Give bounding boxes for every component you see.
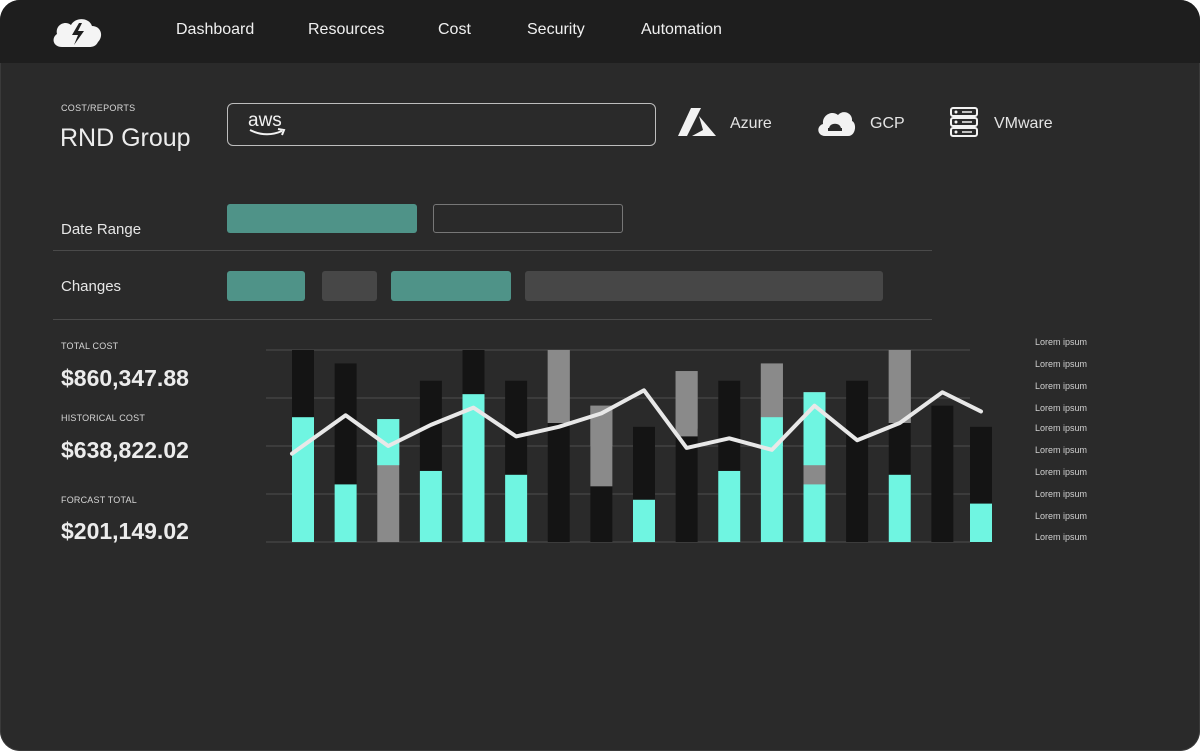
nav-resources[interactable]: Resources [308, 21, 385, 38]
changes-filter-chip[interactable] [322, 271, 377, 301]
chart-bar [675, 371, 698, 437]
legend-item: Lorem ipsum [1035, 337, 1088, 347]
chart-bar [462, 394, 485, 542]
chart-bar [846, 380, 869, 542]
chart-bar [803, 484, 826, 542]
date-range-end-field[interactable] [433, 204, 623, 233]
chart-bar [888, 350, 911, 542]
legend-item: Lorem ipsum [1035, 403, 1088, 413]
breadcrumb[interactable]: COST/REPORTS [61, 103, 136, 113]
azure-icon [678, 108, 716, 136]
chart-bar [760, 363, 783, 446]
chart-bar [590, 405, 613, 446]
nav-dashboard[interactable]: Dashboard [176, 21, 255, 38]
chart-bar [547, 350, 570, 423]
chart-bar [292, 417, 314, 542]
chart-bar [760, 417, 783, 542]
divider [53, 319, 932, 320]
legend-item: Lorem ipsum [1035, 489, 1088, 499]
changes-label: Changes [61, 278, 122, 295]
chart-bar [803, 392, 826, 466]
legend-item: Lorem ipsum [1035, 359, 1088, 369]
chart-bar [590, 405, 613, 542]
nav-security[interactable]: Security [527, 21, 585, 38]
chart-bar [675, 371, 698, 429]
chart-bar [547, 350, 570, 542]
chart-bar [377, 419, 400, 542]
aws-logo-text: aws [248, 110, 282, 131]
chart-bar [292, 350, 314, 542]
chart-bar [334, 484, 357, 542]
legend-item: Lorem ipsum [1035, 511, 1088, 521]
forecast-total-value: $201,149.02 [61, 518, 189, 544]
chart-trend-line [290, 388, 983, 456]
nav-automation[interactable]: Automation [641, 21, 722, 38]
page-title: RND Group [60, 124, 191, 152]
chart-bar [970, 503, 992, 542]
chart-bar [633, 499, 655, 542]
forecast-total-label: FORCAST TOTAL [61, 495, 137, 505]
chart-bar [803, 392, 826, 466]
chart-bar [505, 474, 528, 542]
gcp-cloud-icon [818, 112, 856, 136]
legend-item: Lorem ipsum [1035, 445, 1088, 455]
chart-bar [888, 474, 911, 542]
chart-bar [334, 363, 357, 542]
legend-item: Lorem ipsum [1035, 532, 1088, 542]
date-range-start-field[interactable] [227, 204, 417, 233]
chart-bar [547, 350, 570, 423]
chart-bar [633, 426, 655, 542]
changes-filter-chip[interactable] [391, 271, 511, 301]
chart-bar [760, 363, 783, 542]
server-stack-icon [950, 107, 978, 137]
legend-item: Lorem ipsum [1035, 423, 1088, 433]
chart-bar [803, 392, 826, 542]
chart-bar [419, 470, 442, 542]
total-cost-label: TOTAL COST [61, 341, 119, 351]
chart-bar [760, 363, 783, 446]
nav-cost[interactable]: Cost [438, 21, 471, 38]
legend-item: Lorem ipsum [1035, 467, 1088, 477]
chart-bar [462, 350, 485, 542]
chart-bar [718, 380, 741, 542]
chart-bar [505, 380, 528, 542]
provider-azure[interactable]: Azure [677, 106, 787, 140]
chart-bar [590, 405, 613, 487]
historical-cost-label: HISTORICAL COST [61, 413, 146, 423]
legend-item: Lorem ipsum [1035, 381, 1088, 391]
provider-vmware-label: VMware [994, 115, 1053, 132]
chart-bar [377, 419, 400, 542]
chart-bar [803, 392, 826, 542]
date-range-label: Date Range [61, 221, 142, 238]
historical-cost-value: $638,822.02 [61, 437, 189, 463]
changes-filter-chip[interactable] [227, 271, 305, 301]
chart-bar [888, 350, 911, 423]
aws-smile-icon [249, 128, 286, 136]
divider [53, 250, 932, 251]
chart-bar [377, 419, 400, 466]
chart-bar [888, 350, 911, 423]
provider-azure-label: Azure [730, 115, 772, 132]
total-cost-value: $860,347.88 [61, 365, 189, 391]
changes-filter-chip[interactable] [525, 271, 883, 301]
chart-bar [718, 470, 741, 542]
chart-bar [931, 405, 954, 542]
aws-provider-selector[interactable]: aws [227, 103, 656, 146]
chart-bar [419, 380, 442, 542]
provider-gcp[interactable]: GCP [815, 106, 915, 140]
chart-bar [462, 511, 485, 542]
chart-bar [377, 419, 400, 466]
chart-bar [675, 380, 698, 542]
chart-bar [970, 426, 992, 542]
provider-vmware[interactable]: VMware [948, 106, 1068, 140]
top-navigation-bar: Dashboard Resources Cost Security Automa… [0, 0, 1200, 63]
cloud-logo-icon[interactable] [48, 14, 104, 50]
provider-gcp-label: GCP [870, 115, 905, 132]
